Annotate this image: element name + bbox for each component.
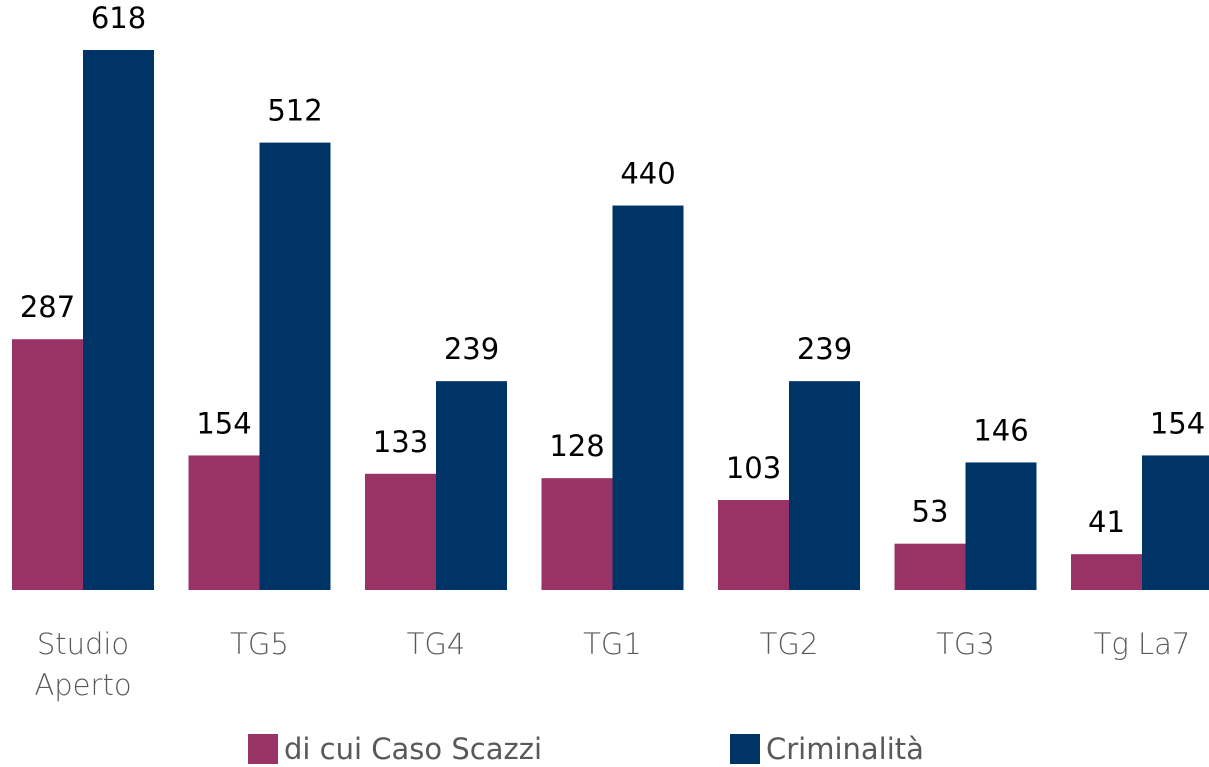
value-label: 146 [973, 413, 1028, 447]
bar [12, 339, 83, 590]
value-label: 618 [91, 1, 146, 35]
bar [541, 478, 613, 590]
legend-item: di cui Caso Scazzi [248, 732, 542, 766]
value-label: 154 [1150, 406, 1205, 440]
bar [1142, 455, 1209, 590]
legend-label: di cui Caso Scazzi [284, 732, 542, 766]
value-label: 128 [549, 429, 604, 463]
bar [365, 473, 436, 590]
value-label: 287 [20, 290, 75, 324]
value-label: 239 [797, 332, 852, 366]
legend-item: Criminalità [730, 732, 924, 766]
bar [259, 142, 331, 591]
bar [612, 205, 684, 590]
bar [83, 50, 154, 590]
x-tick-label: TG4 [406, 627, 466, 661]
value-label: 440 [620, 157, 675, 191]
bar [718, 500, 789, 590]
legend-label: Criminalità [766, 732, 924, 766]
x-tick-label: Tg La7 [1093, 627, 1191, 661]
x-tick-label: Studio Aperto [34, 627, 132, 702]
x-tick-label: TG1 [583, 627, 642, 661]
x-tick-label: TG2 [759, 627, 819, 661]
x-tick-label: TG5 [230, 627, 289, 661]
bar [789, 381, 860, 590]
bar [894, 543, 966, 590]
value-label: 512 [267, 94, 322, 128]
value-label: 103 [726, 451, 781, 485]
legend-swatch [730, 734, 760, 764]
value-label: 154 [196, 406, 251, 440]
value-label: 239 [444, 332, 499, 366]
bar [1071, 554, 1142, 590]
value-label: 53 [912, 495, 949, 529]
bar [188, 455, 260, 590]
value-label: 41 [1088, 505, 1125, 539]
x-tick-label: TG3 [936, 627, 995, 661]
legend-swatch [248, 734, 278, 764]
bar [436, 381, 507, 590]
value-label: 133 [373, 425, 428, 459]
bar [965, 462, 1037, 590]
